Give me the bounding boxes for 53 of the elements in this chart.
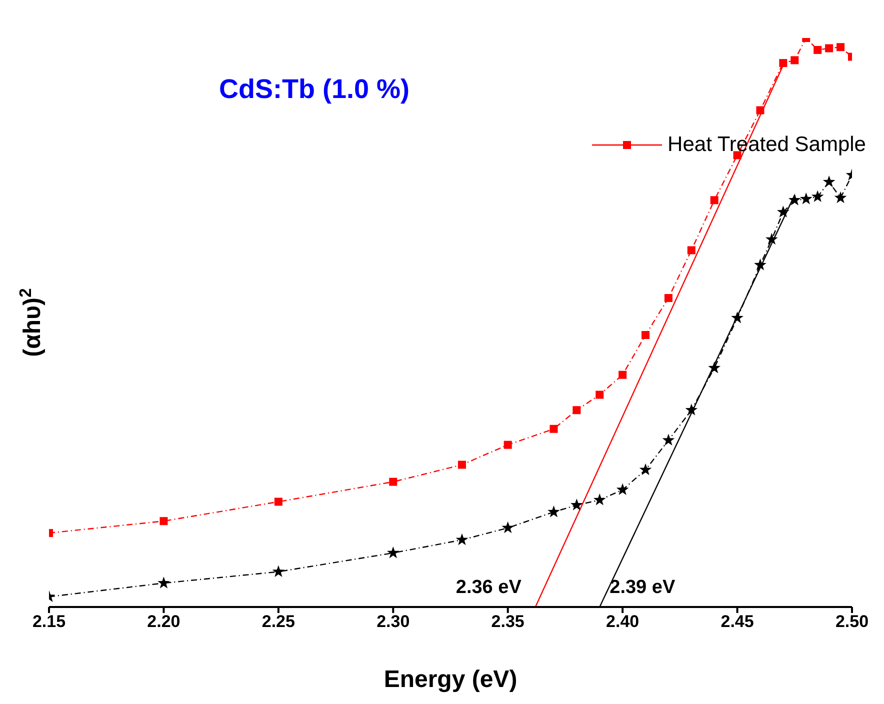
point (836, 43, 845, 52)
point (685, 404, 698, 416)
x-tick-label: 2.50 (835, 612, 869, 632)
annotation: CdS:Tb (1.0 %) (219, 74, 410, 104)
point (572, 406, 581, 414)
point (800, 192, 812, 204)
point (639, 463, 652, 476)
point (274, 498, 282, 506)
point (386, 546, 400, 558)
x-tick-label: 2.35 (491, 612, 524, 632)
point (790, 56, 799, 64)
point (834, 191, 847, 204)
x-tick-label: 2.40 (606, 612, 640, 632)
point (272, 565, 285, 577)
x-tick-label: 2.15 (32, 612, 66, 632)
point (160, 517, 168, 526)
point (618, 370, 627, 379)
x-tick-label: 2.45 (720, 612, 754, 632)
annotation: 2.39 eV (610, 577, 676, 598)
point (502, 521, 514, 534)
point (548, 505, 560, 518)
point (570, 498, 583, 510)
point (158, 576, 170, 588)
point (504, 440, 512, 449)
point (779, 59, 788, 68)
point (811, 190, 824, 202)
point (662, 434, 675, 446)
point (756, 106, 764, 114)
point (593, 494, 606, 506)
x-tick-label: 2.30 (376, 612, 410, 632)
point (456, 533, 468, 546)
annotation: 2.36 eV (456, 577, 522, 598)
point (458, 460, 466, 469)
point (389, 478, 398, 486)
point (596, 390, 604, 399)
point (825, 44, 834, 52)
x-axis-title: Energy (eV) (384, 666, 518, 693)
point (642, 331, 650, 340)
point (754, 258, 766, 270)
point (708, 362, 721, 374)
point (766, 232, 778, 245)
point (616, 483, 629, 496)
x-tick-label: 2.25 (262, 612, 295, 632)
point (710, 196, 718, 204)
point (814, 46, 822, 54)
point (822, 175, 836, 188)
x-tick-label: 2.20 (147, 612, 180, 632)
point (788, 194, 801, 206)
point (687, 246, 696, 254)
point (776, 206, 790, 218)
point (664, 294, 672, 302)
point (731, 311, 744, 324)
point (550, 424, 558, 433)
